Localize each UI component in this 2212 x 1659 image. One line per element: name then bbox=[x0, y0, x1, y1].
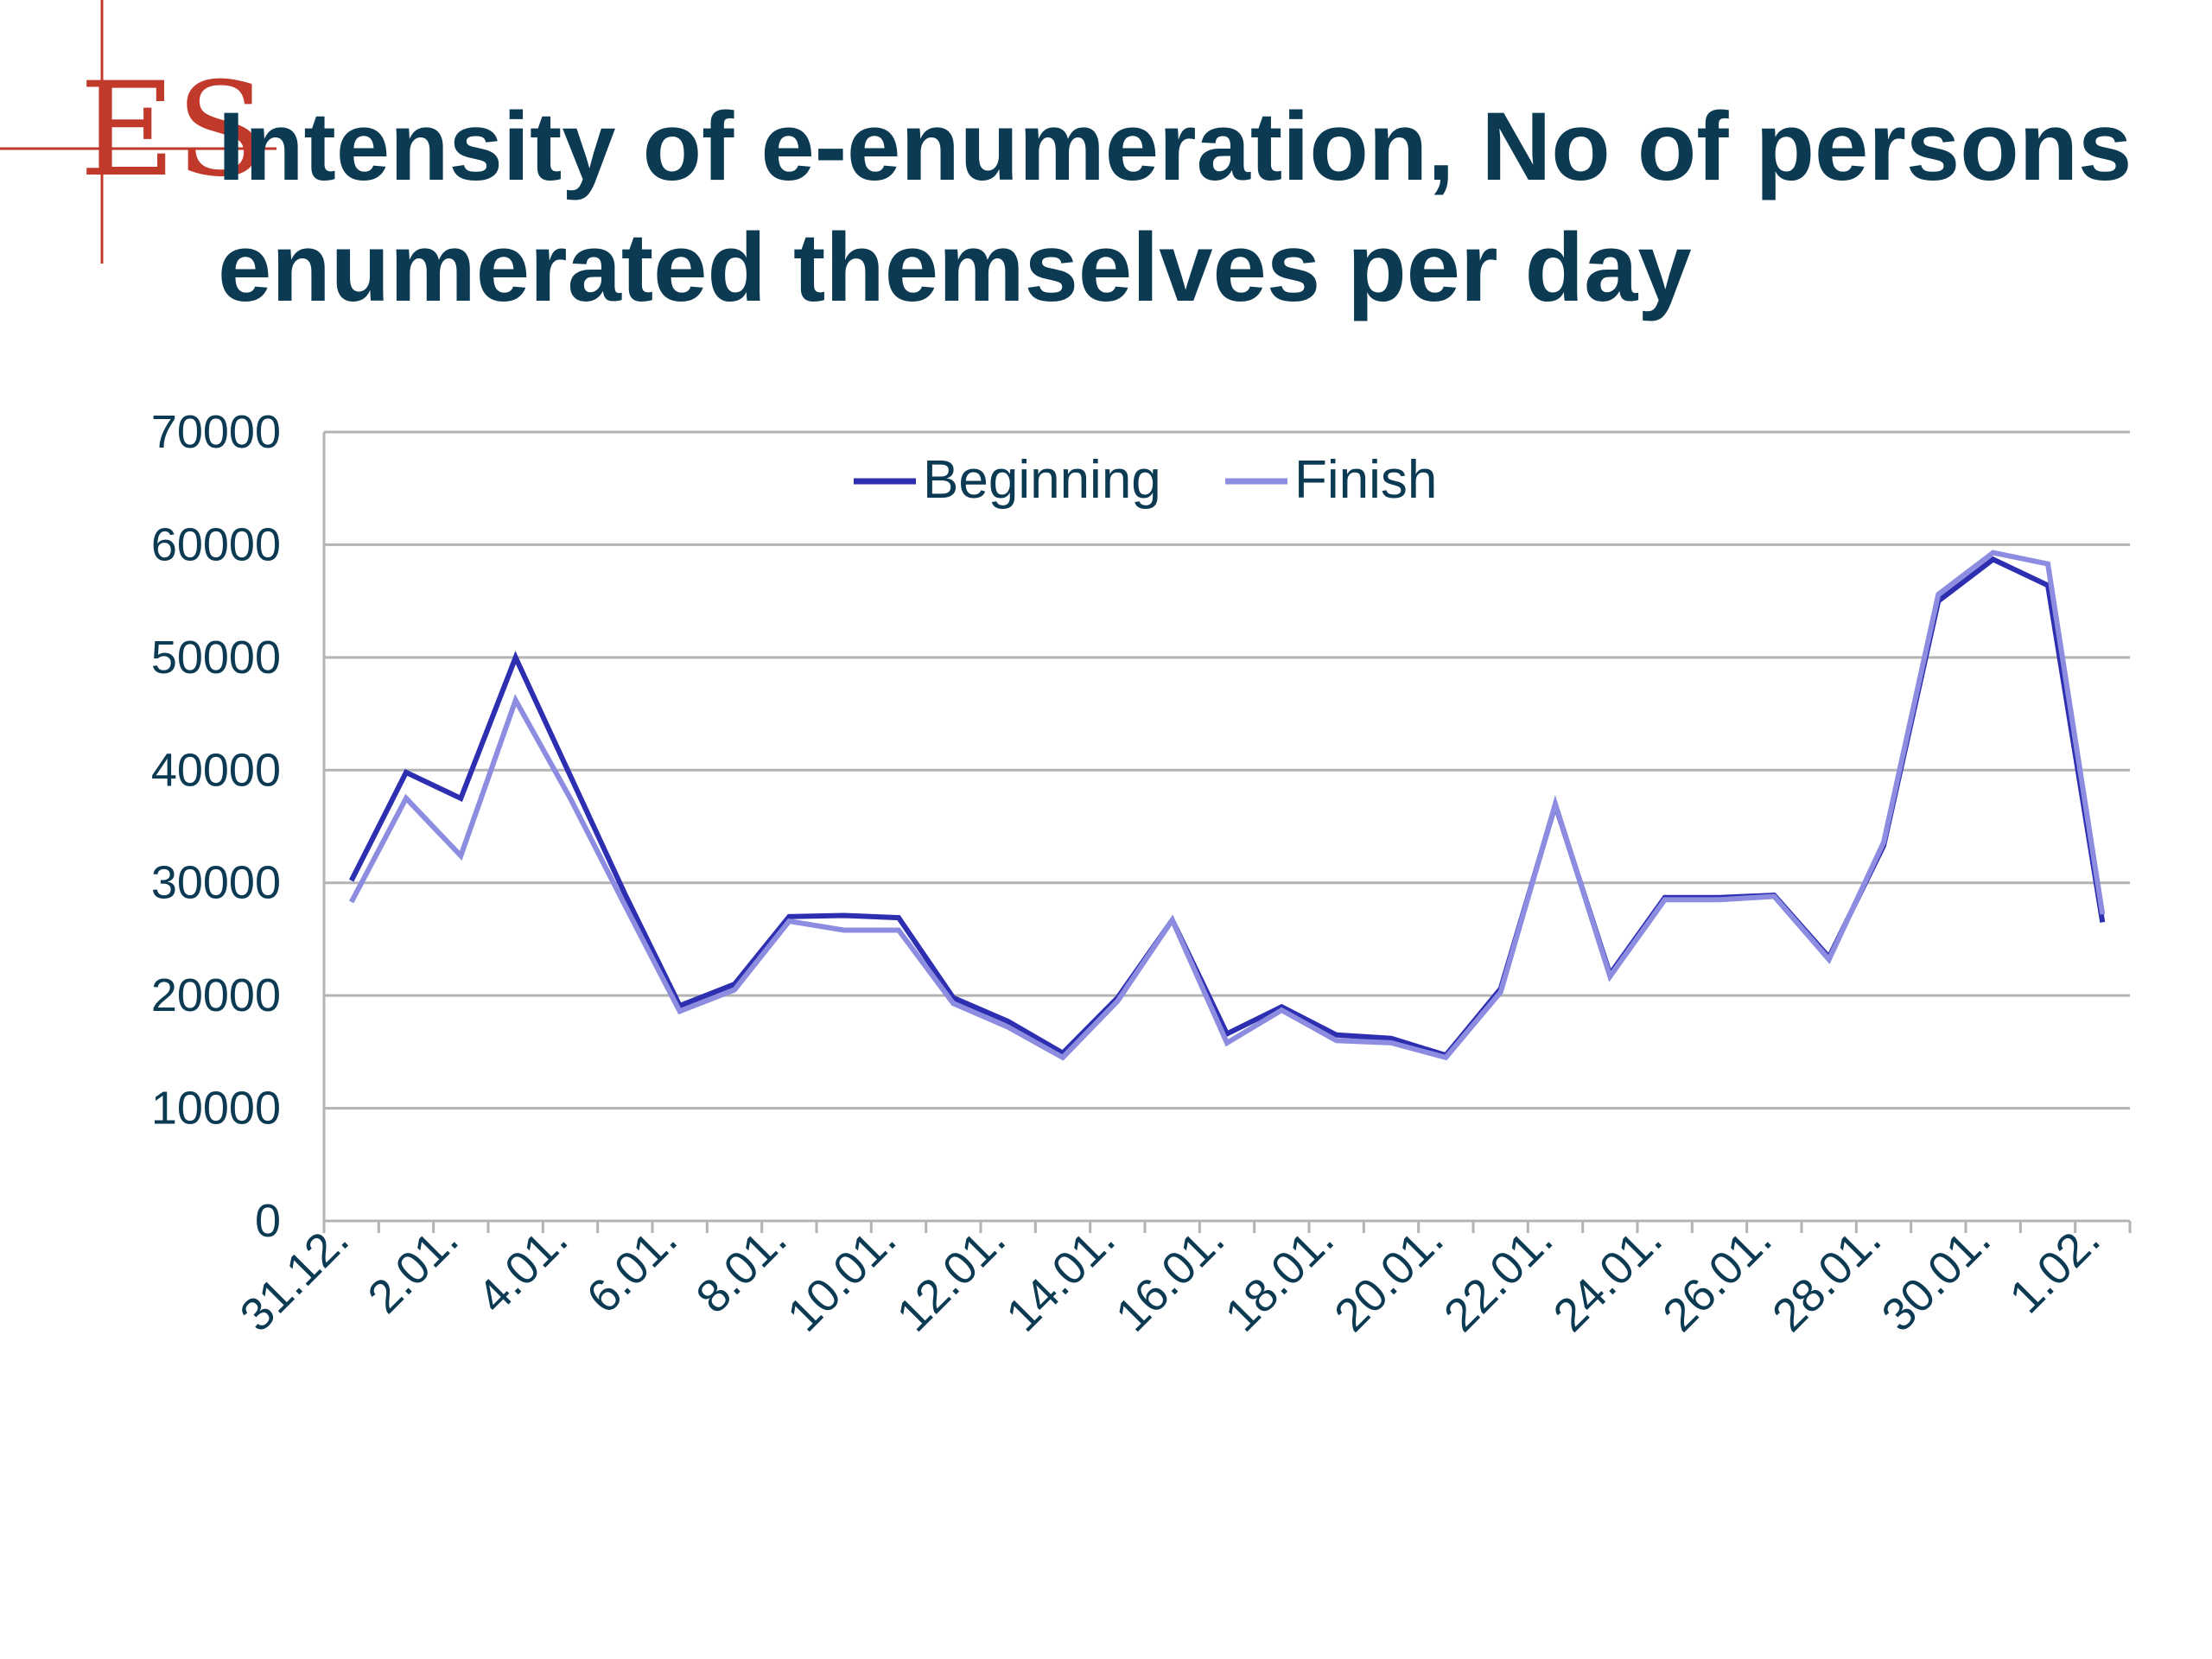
es-logo: ES bbox=[0, 0, 276, 264]
title-line-1: Intensity of e-enumeration, No of person… bbox=[218, 92, 2133, 200]
x-tick-label: 16.01. bbox=[1106, 1213, 1235, 1342]
x-tick-label: 14.01. bbox=[996, 1213, 1125, 1342]
y-tick-label: 30000 bbox=[151, 857, 281, 909]
series-line-finish bbox=[349, 550, 2106, 1061]
y-tick-label: 40000 bbox=[151, 744, 281, 796]
legend: Beginning Finish bbox=[854, 450, 1437, 510]
x-tick-label: 31.12. bbox=[231, 1213, 359, 1342]
legend-label-beginning: Beginning bbox=[923, 450, 1161, 510]
y-tick-label: 60000 bbox=[151, 518, 281, 570]
x-tick-label: 10.01. bbox=[778, 1213, 906, 1342]
title-line-2: enumerated themselves per day bbox=[218, 213, 1692, 321]
x-tick-label: 1.02. bbox=[1999, 1213, 2109, 1323]
legend-label-finish: Finish bbox=[1294, 450, 1437, 510]
x-tick-label: 2.01. bbox=[358, 1213, 467, 1323]
series-lines bbox=[349, 550, 2106, 1061]
logo-text: ES bbox=[79, 54, 267, 205]
y-tick-label: 70000 bbox=[151, 406, 281, 458]
y-axis-tick-labels: 0 10000 20000 30000 40000 50000 60000 70000 bbox=[151, 406, 281, 1247]
page-title: Intensity of e-enumeration, No of person… bbox=[218, 86, 2188, 328]
series-line-beginning bbox=[349, 556, 2106, 1058]
x-tick-label: 26.01. bbox=[1653, 1213, 1782, 1342]
x-tick-label: 28.01. bbox=[1763, 1213, 1891, 1342]
x-tick-label: 6.01. bbox=[577, 1213, 687, 1323]
x-axis-tick-labels: 31.12. 2.01. 4.01. 6.01. 8.01.10.01.12.01.14… bbox=[231, 1213, 2110, 1342]
x-tick-label: 4.01. bbox=[467, 1213, 577, 1323]
y-tick-label: 10000 bbox=[151, 1083, 281, 1135]
x-tick-label: 12.01. bbox=[887, 1213, 1016, 1342]
y-tick-label: 20000 bbox=[151, 969, 281, 1021]
y-tick-label: 0 bbox=[255, 1195, 281, 1247]
x-tick-label: 20.01. bbox=[1325, 1213, 1453, 1342]
x-tick-label: 22.01. bbox=[1434, 1213, 1563, 1342]
y-tick-label: 50000 bbox=[151, 632, 281, 683]
axes bbox=[322, 432, 2132, 1233]
x-tick-label: 24.01. bbox=[1544, 1213, 1673, 1342]
gridlines bbox=[324, 430, 2130, 1110]
x-tick-label: 18.01. bbox=[1216, 1213, 1344, 1342]
x-tick-label: 30.01. bbox=[1872, 1213, 2001, 1342]
